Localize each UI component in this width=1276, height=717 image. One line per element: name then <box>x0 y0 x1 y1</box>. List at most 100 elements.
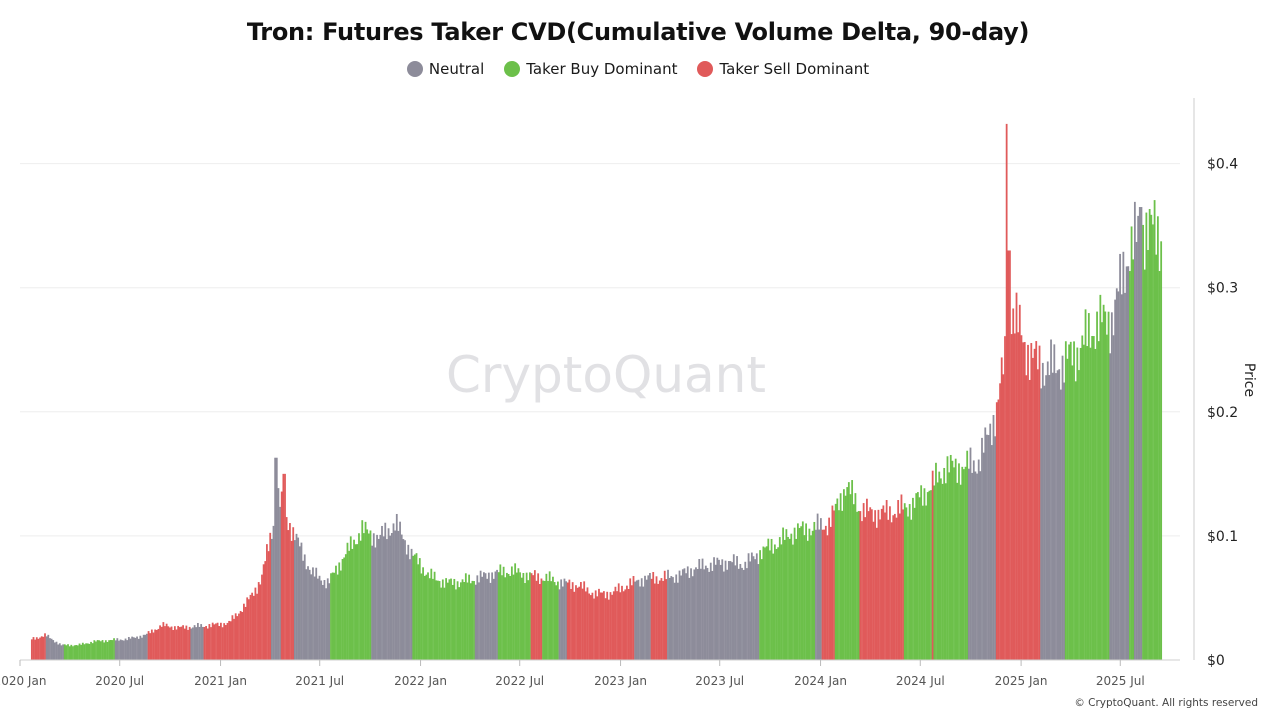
price-bar <box>1092 336 1095 660</box>
price-bar <box>53 642 56 660</box>
price-bar <box>405 554 408 660</box>
price-bar <box>941 483 944 660</box>
price-bar <box>305 569 308 660</box>
price-bar <box>382 536 385 660</box>
x-tick-label: 2025 Jul <box>1096 674 1145 688</box>
price-bar <box>880 508 883 660</box>
price-bar <box>1056 370 1059 660</box>
price-bar <box>247 599 250 660</box>
price-bar <box>443 587 446 660</box>
price-bar <box>1114 299 1117 660</box>
price-bar <box>484 573 487 660</box>
price-bar <box>820 518 822 660</box>
price-bar <box>320 580 323 660</box>
price-bar <box>45 636 48 660</box>
price-bar <box>852 504 855 660</box>
price-bar <box>619 592 622 660</box>
price-bar <box>795 538 798 660</box>
price-bar <box>399 521 401 660</box>
price-bar <box>409 559 411 660</box>
price-bar <box>93 640 96 660</box>
chart-title: Tron: Futures Taker CVD(Cumulative Volum… <box>246 18 1030 46</box>
y-axis-title: Price <box>1241 363 1257 397</box>
price-bar <box>458 587 461 660</box>
price-bar <box>287 530 290 660</box>
price-bar <box>515 572 518 660</box>
price-bar <box>215 623 217 660</box>
price-bar <box>1036 369 1039 660</box>
price-bar <box>415 553 418 660</box>
price-bar <box>474 584 477 660</box>
price-bar <box>60 645 63 660</box>
price-bar <box>440 587 443 660</box>
price-bar <box>964 466 967 660</box>
price-bar <box>581 588 584 660</box>
price-bar <box>744 561 747 660</box>
price-bar <box>732 554 735 660</box>
legend-item-taker-buy[interactable]: Taker Buy Dominant <box>504 60 677 78</box>
price-bar <box>336 574 339 660</box>
x-axis-ticks: 2020 Jan 2020 Jul 2021 Jan 2021 Jul 2022 Jan… <box>0 660 1145 688</box>
price-bar <box>200 624 203 660</box>
price-bar <box>407 544 410 660</box>
price-bar <box>1143 269 1146 660</box>
price-bar <box>990 445 993 660</box>
price-bar <box>624 589 627 660</box>
price-bar <box>517 568 520 660</box>
price-bar <box>155 629 158 660</box>
price-bar <box>438 581 441 660</box>
price-bar <box>394 530 397 660</box>
price-bar <box>792 544 794 660</box>
price-bar <box>246 597 249 660</box>
price-bar <box>1051 372 1054 660</box>
price-bar <box>943 467 946 660</box>
price-bar <box>859 511 862 660</box>
copyright-notice: © CryptoQuant. All rights reserved <box>1074 697 1258 709</box>
price-bar <box>1022 342 1024 660</box>
price-bar <box>596 596 599 660</box>
price-bar <box>723 571 725 660</box>
price-bar <box>693 569 696 660</box>
price-bar <box>1073 341 1075 660</box>
price-bar <box>747 553 750 660</box>
price-bar <box>101 640 104 660</box>
price-bar <box>1028 379 1031 660</box>
price-bar <box>134 637 137 660</box>
price-bar <box>524 583 526 660</box>
price-bar <box>1115 288 1118 660</box>
price-bar <box>1010 334 1013 660</box>
price-bar <box>341 559 344 660</box>
price-bar <box>529 572 531 660</box>
price-bar <box>925 505 927 660</box>
price-bar <box>818 529 821 660</box>
price-bar <box>885 500 888 660</box>
price-bar <box>284 473 286 660</box>
price-bar <box>762 546 765 660</box>
price-bar <box>221 627 224 660</box>
price-bar <box>491 572 494 660</box>
price-bar <box>211 622 214 660</box>
price-bar <box>507 574 510 660</box>
price-bar <box>548 571 551 660</box>
price-bar <box>1097 341 1100 660</box>
legend-item-taker-sell[interactable]: Taker Sell Dominant <box>697 60 869 78</box>
price-bar <box>270 538 273 660</box>
price-bar <box>504 577 507 660</box>
price-bar <box>527 580 530 660</box>
price-bar <box>520 577 523 660</box>
price-bar <box>137 638 140 660</box>
price-bar <box>611 594 614 660</box>
price-bar <box>266 544 268 660</box>
price-bar <box>966 450 969 660</box>
legend-item-neutral[interactable]: Neutral <box>406 60 484 78</box>
price-bar <box>354 544 357 660</box>
price-bar <box>160 626 163 660</box>
price-bar <box>224 625 227 660</box>
price-bar <box>810 535 812 660</box>
price-bar <box>109 639 112 660</box>
price-bar <box>127 636 130 660</box>
price-bar <box>1112 335 1115 660</box>
price-bar <box>1013 333 1016 660</box>
price-bar <box>223 623 226 660</box>
price-bar <box>736 556 738 660</box>
